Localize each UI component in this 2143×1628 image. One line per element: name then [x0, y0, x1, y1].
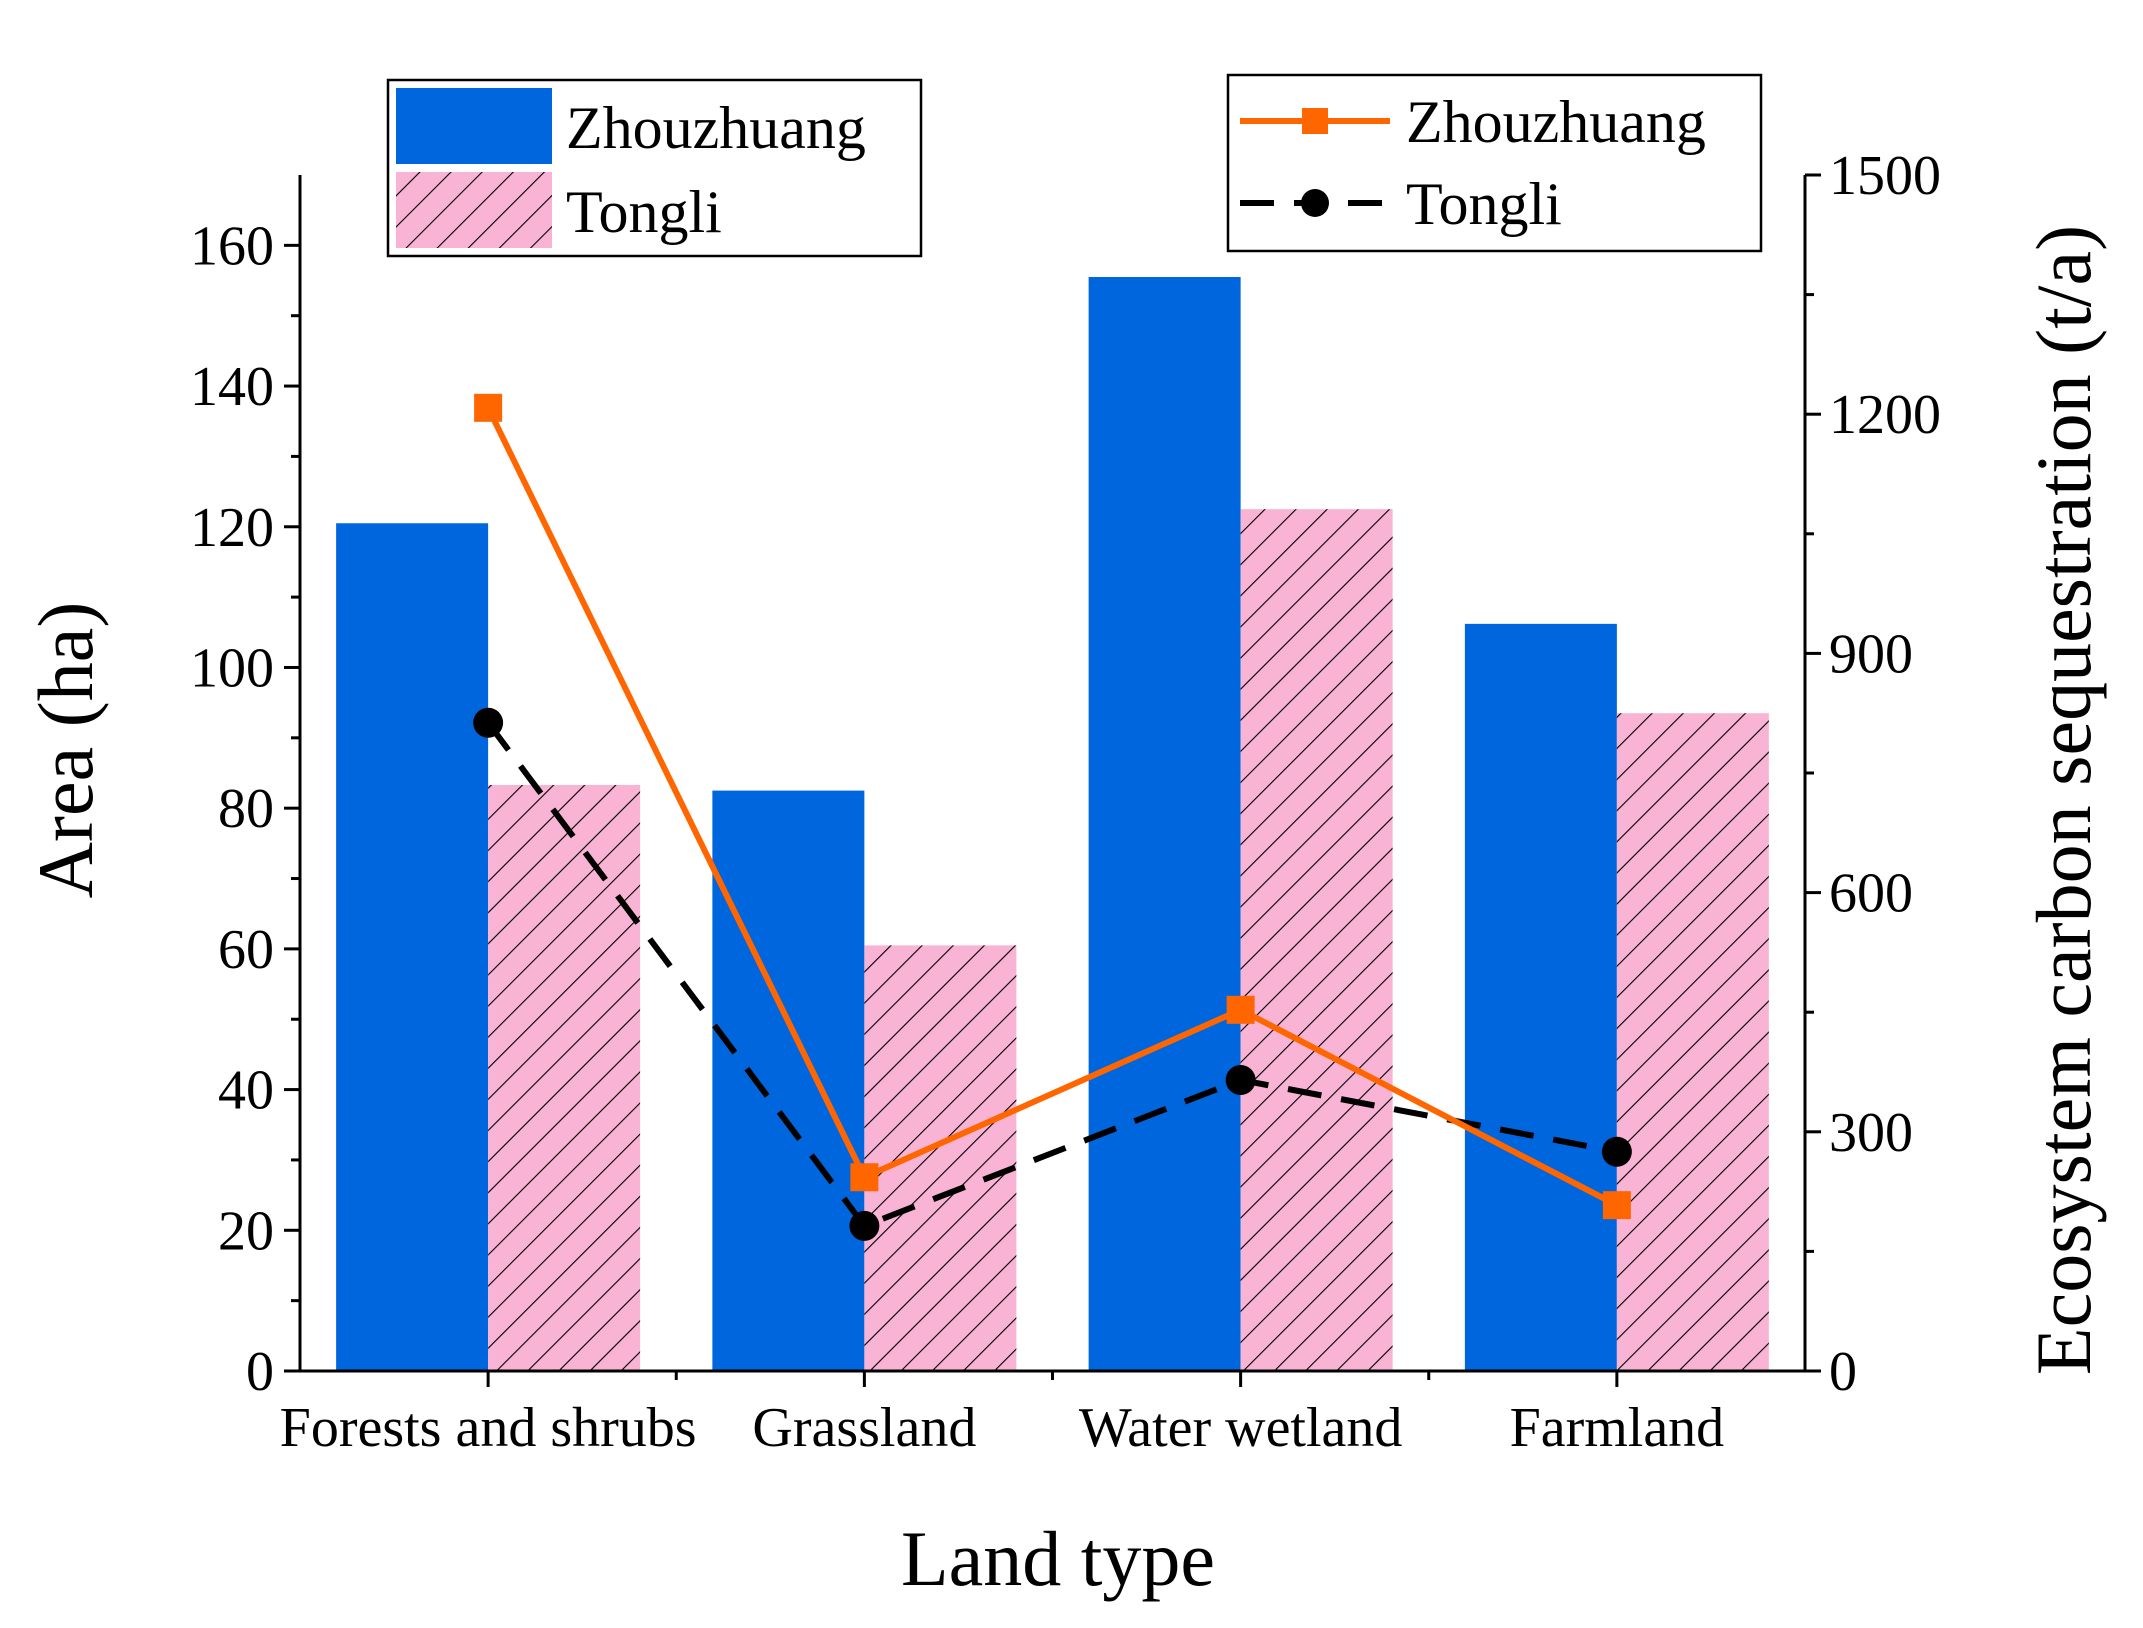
y2-tick-label-1500: 1500: [1829, 145, 1941, 207]
line-legend-frame: [1226, 73, 1763, 253]
line-zhouzhuang: [485, 406, 1619, 1208]
x-tick-label-0: Forests and shrubs: [280, 1397, 697, 1459]
line-legend-marker-zhouzhuang: [1302, 108, 1328, 134]
y-axis-title: Area (ha): [22, 602, 109, 899]
y2-tick-label-1200: 1200: [1829, 384, 1941, 446]
x-tick-label-2: Water wetland: [1079, 1397, 1403, 1459]
point-tongli-2: [1225, 1064, 1256, 1095]
y-tick-label-80: 80: [218, 778, 274, 840]
point-tongli-3: [1601, 1136, 1632, 1167]
point-tongli-0: [473, 707, 504, 738]
lines-layer: [473, 393, 1632, 1241]
bar-legend-swatch-tongli: [396, 172, 552, 248]
y-tick-label-40: 40: [218, 1060, 274, 1122]
point-zhouzhuang-3: [1602, 1191, 1631, 1220]
point-zhouzhuang-2: [1226, 995, 1255, 1024]
point-zhouzhuang-1: [850, 1163, 879, 1192]
axes-layer: 0 20 40 60 80 100 120 140 160 0 300 600 900 1200 1500 F…: [190, 145, 1941, 1459]
line-legend-marker-tongli: [1301, 189, 1329, 217]
bar-zhouzhuang-3: [1464, 623, 1617, 1371]
bars-layer: [336, 277, 1769, 1372]
point-tongli-1: [849, 1210, 880, 1241]
line-legend-label-tongli: Tongli: [1406, 171, 1562, 237]
bar-tongli-2: [1240, 509, 1393, 1371]
bar-legend-label-tongli: Tongli: [566, 179, 722, 245]
y2-tick-label-300: 300: [1829, 1102, 1913, 1164]
y2-axis-title: Ecosystem carbon sequestration (t/a): [2020, 225, 2107, 1375]
x-axis-title: Land type: [901, 1515, 1215, 1602]
bar-tongli-3: [1616, 713, 1769, 1371]
bar-legend-label-zhouzhuang: Zhouzhuang: [566, 95, 866, 161]
bar-zhouzhuang-2: [1088, 277, 1241, 1372]
y-tick-label-120: 120: [190, 497, 274, 559]
line-tongli: [485, 720, 1618, 1230]
point-zhouzhuang-0: [474, 393, 503, 422]
y-tick-label-20: 20: [218, 1200, 274, 1262]
y2-tick-label-900: 900: [1829, 623, 1913, 685]
bar-legend-swatch-zhouzhuang: [396, 88, 552, 164]
bar-legend: Zhouzhuang Tongli: [386, 78, 923, 258]
bar-zhouzhuang-1: [712, 790, 865, 1371]
y-tick-label-100: 100: [190, 637, 274, 699]
x-tick-label-3: Farmland: [1510, 1397, 1725, 1459]
x-tick-label-1: Grassland: [752, 1397, 976, 1459]
bar-zhouzhuang-0: [336, 523, 489, 1371]
y2-tick-label-0: 0: [1829, 1341, 1857, 1403]
y2-tick-label-600: 600: [1829, 863, 1913, 925]
line-legend-label-zhouzhuang: Zhouzhuang: [1406, 89, 1706, 155]
y-tick-label-160: 160: [190, 215, 274, 277]
line-legend: Zhouzhuang Tongli: [1226, 73, 1763, 253]
bar-tongli-0: [488, 784, 641, 1371]
y-tick-label-140: 140: [190, 356, 274, 418]
y-tick-label-60: 60: [218, 919, 274, 981]
bar-tongli-1: [864, 945, 1017, 1371]
y-tick-label-0: 0: [246, 1341, 274, 1403]
